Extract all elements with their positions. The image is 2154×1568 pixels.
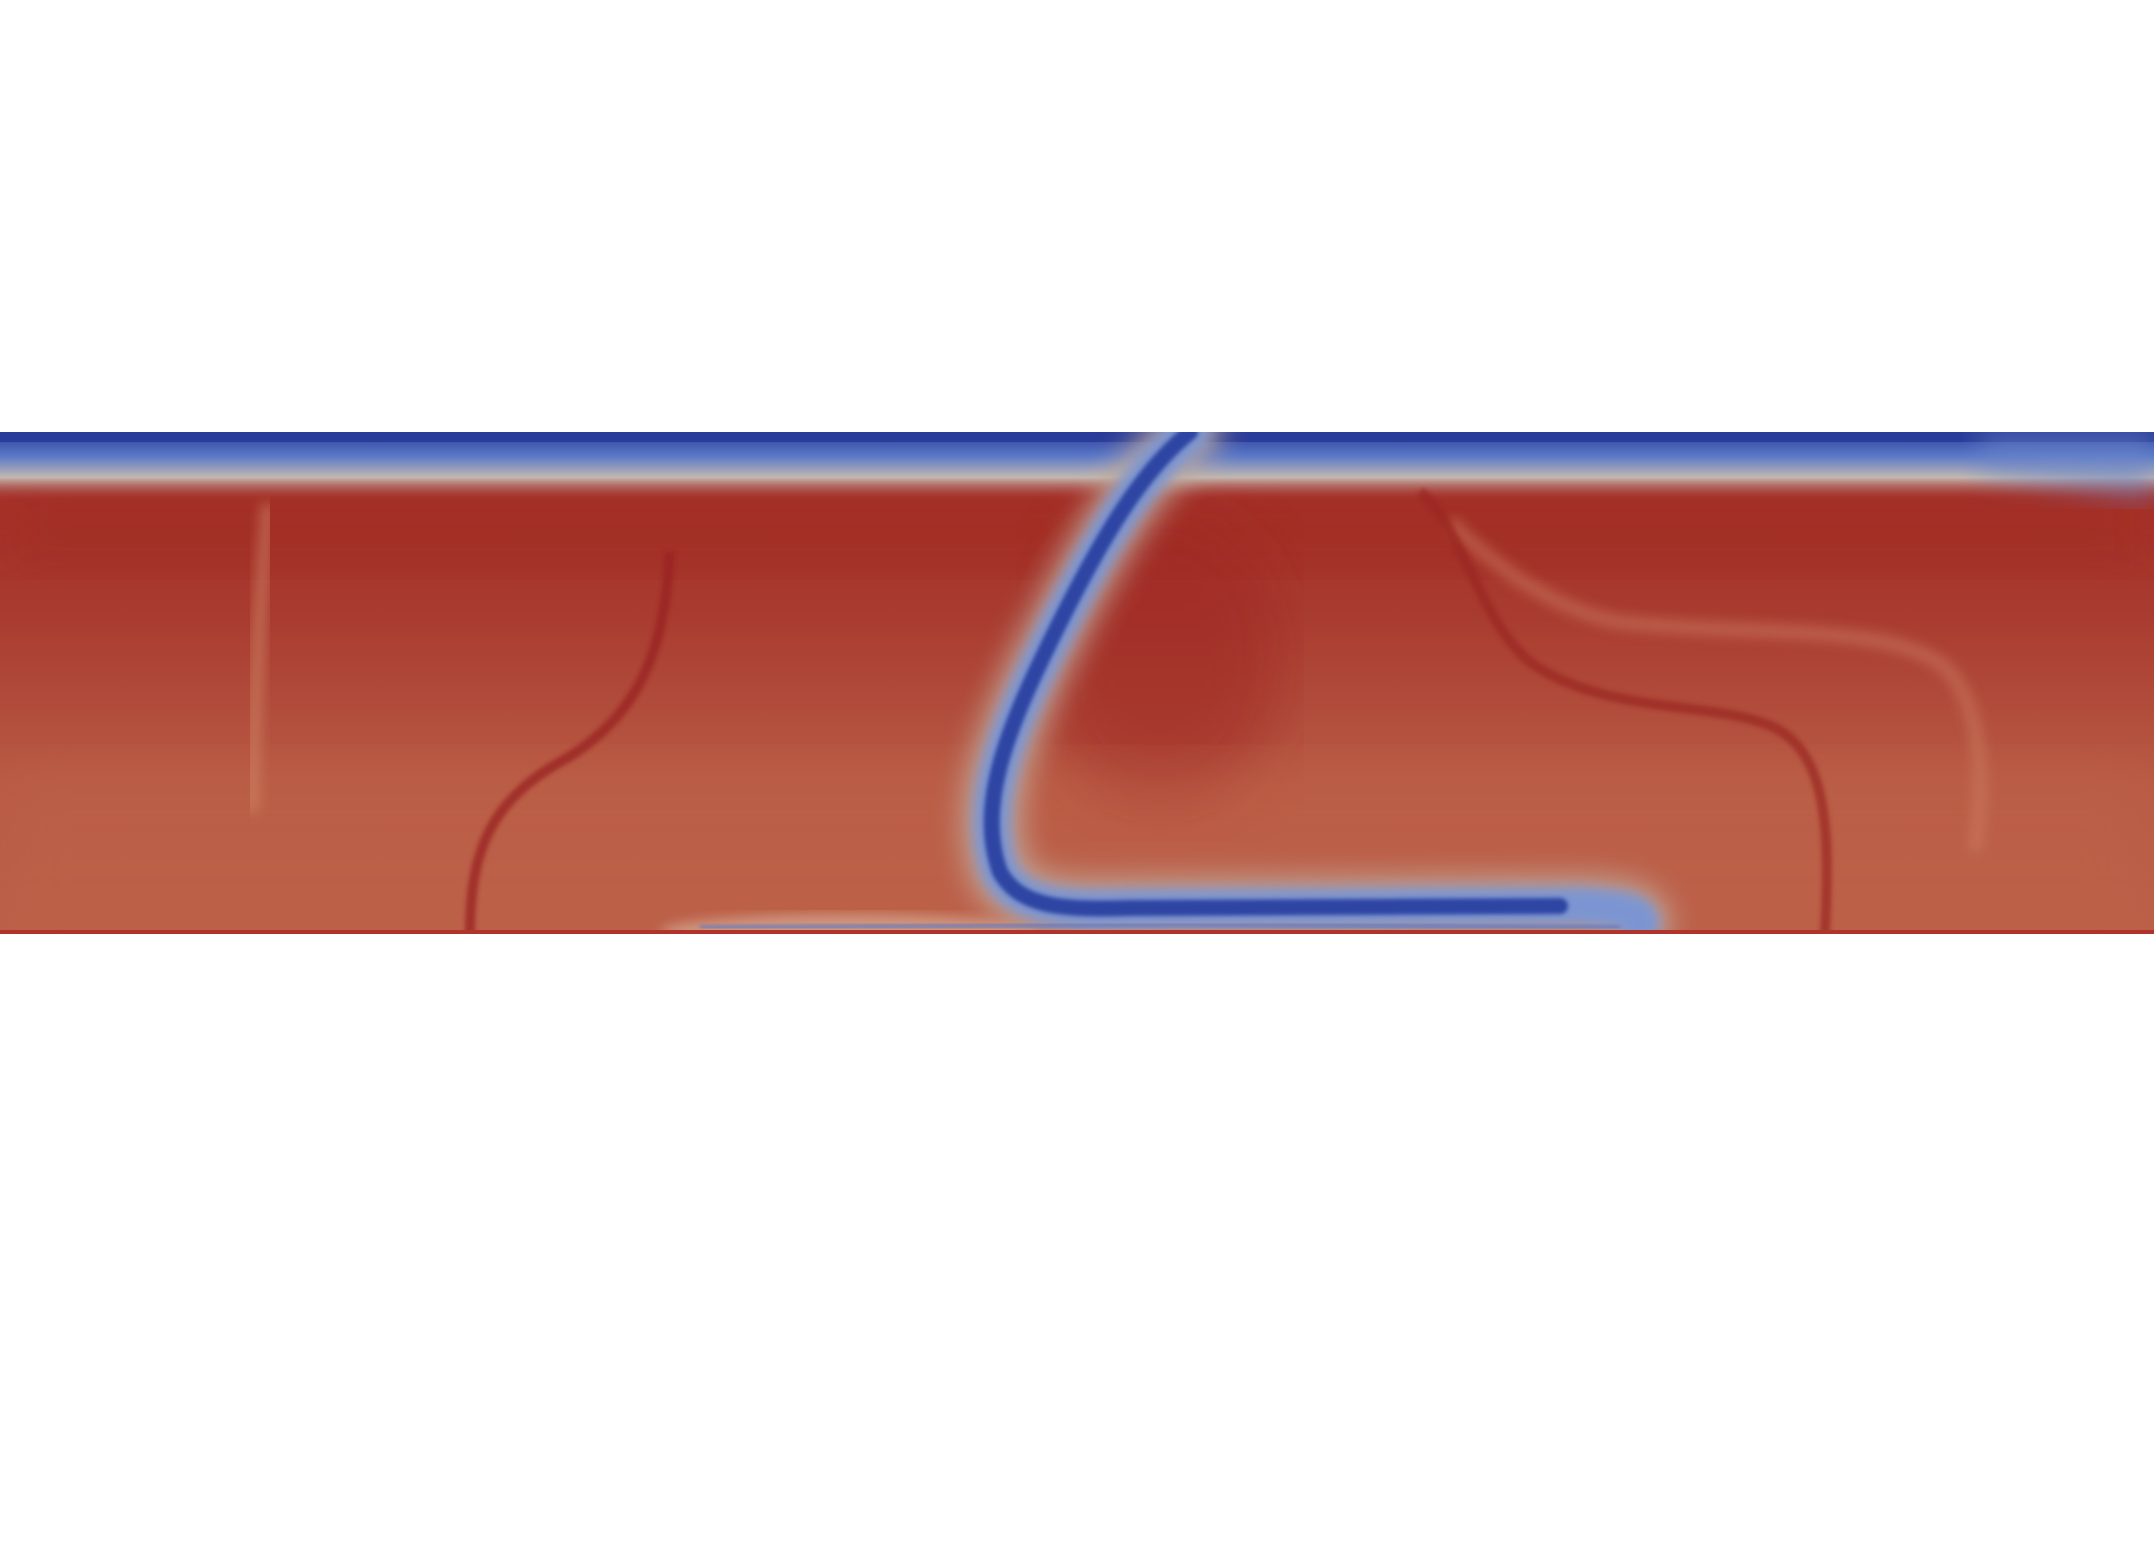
bottom-boundary-edge <box>0 930 2154 934</box>
dark-streak-2 <box>1416 488 1832 934</box>
plume-1 <box>245 503 275 813</box>
bottom-cool-sliver <box>699 920 1621 931</box>
top-boundary-right-thickening <box>1980 432 2154 502</box>
simulation-field <box>0 432 2154 934</box>
cold-front-core <box>983 432 1568 917</box>
plume-2 <box>1445 517 1987 853</box>
dark-streak-1 <box>465 551 675 934</box>
top-boundary-edge <box>0 432 2154 442</box>
top-boundary-layer <box>0 432 2154 502</box>
